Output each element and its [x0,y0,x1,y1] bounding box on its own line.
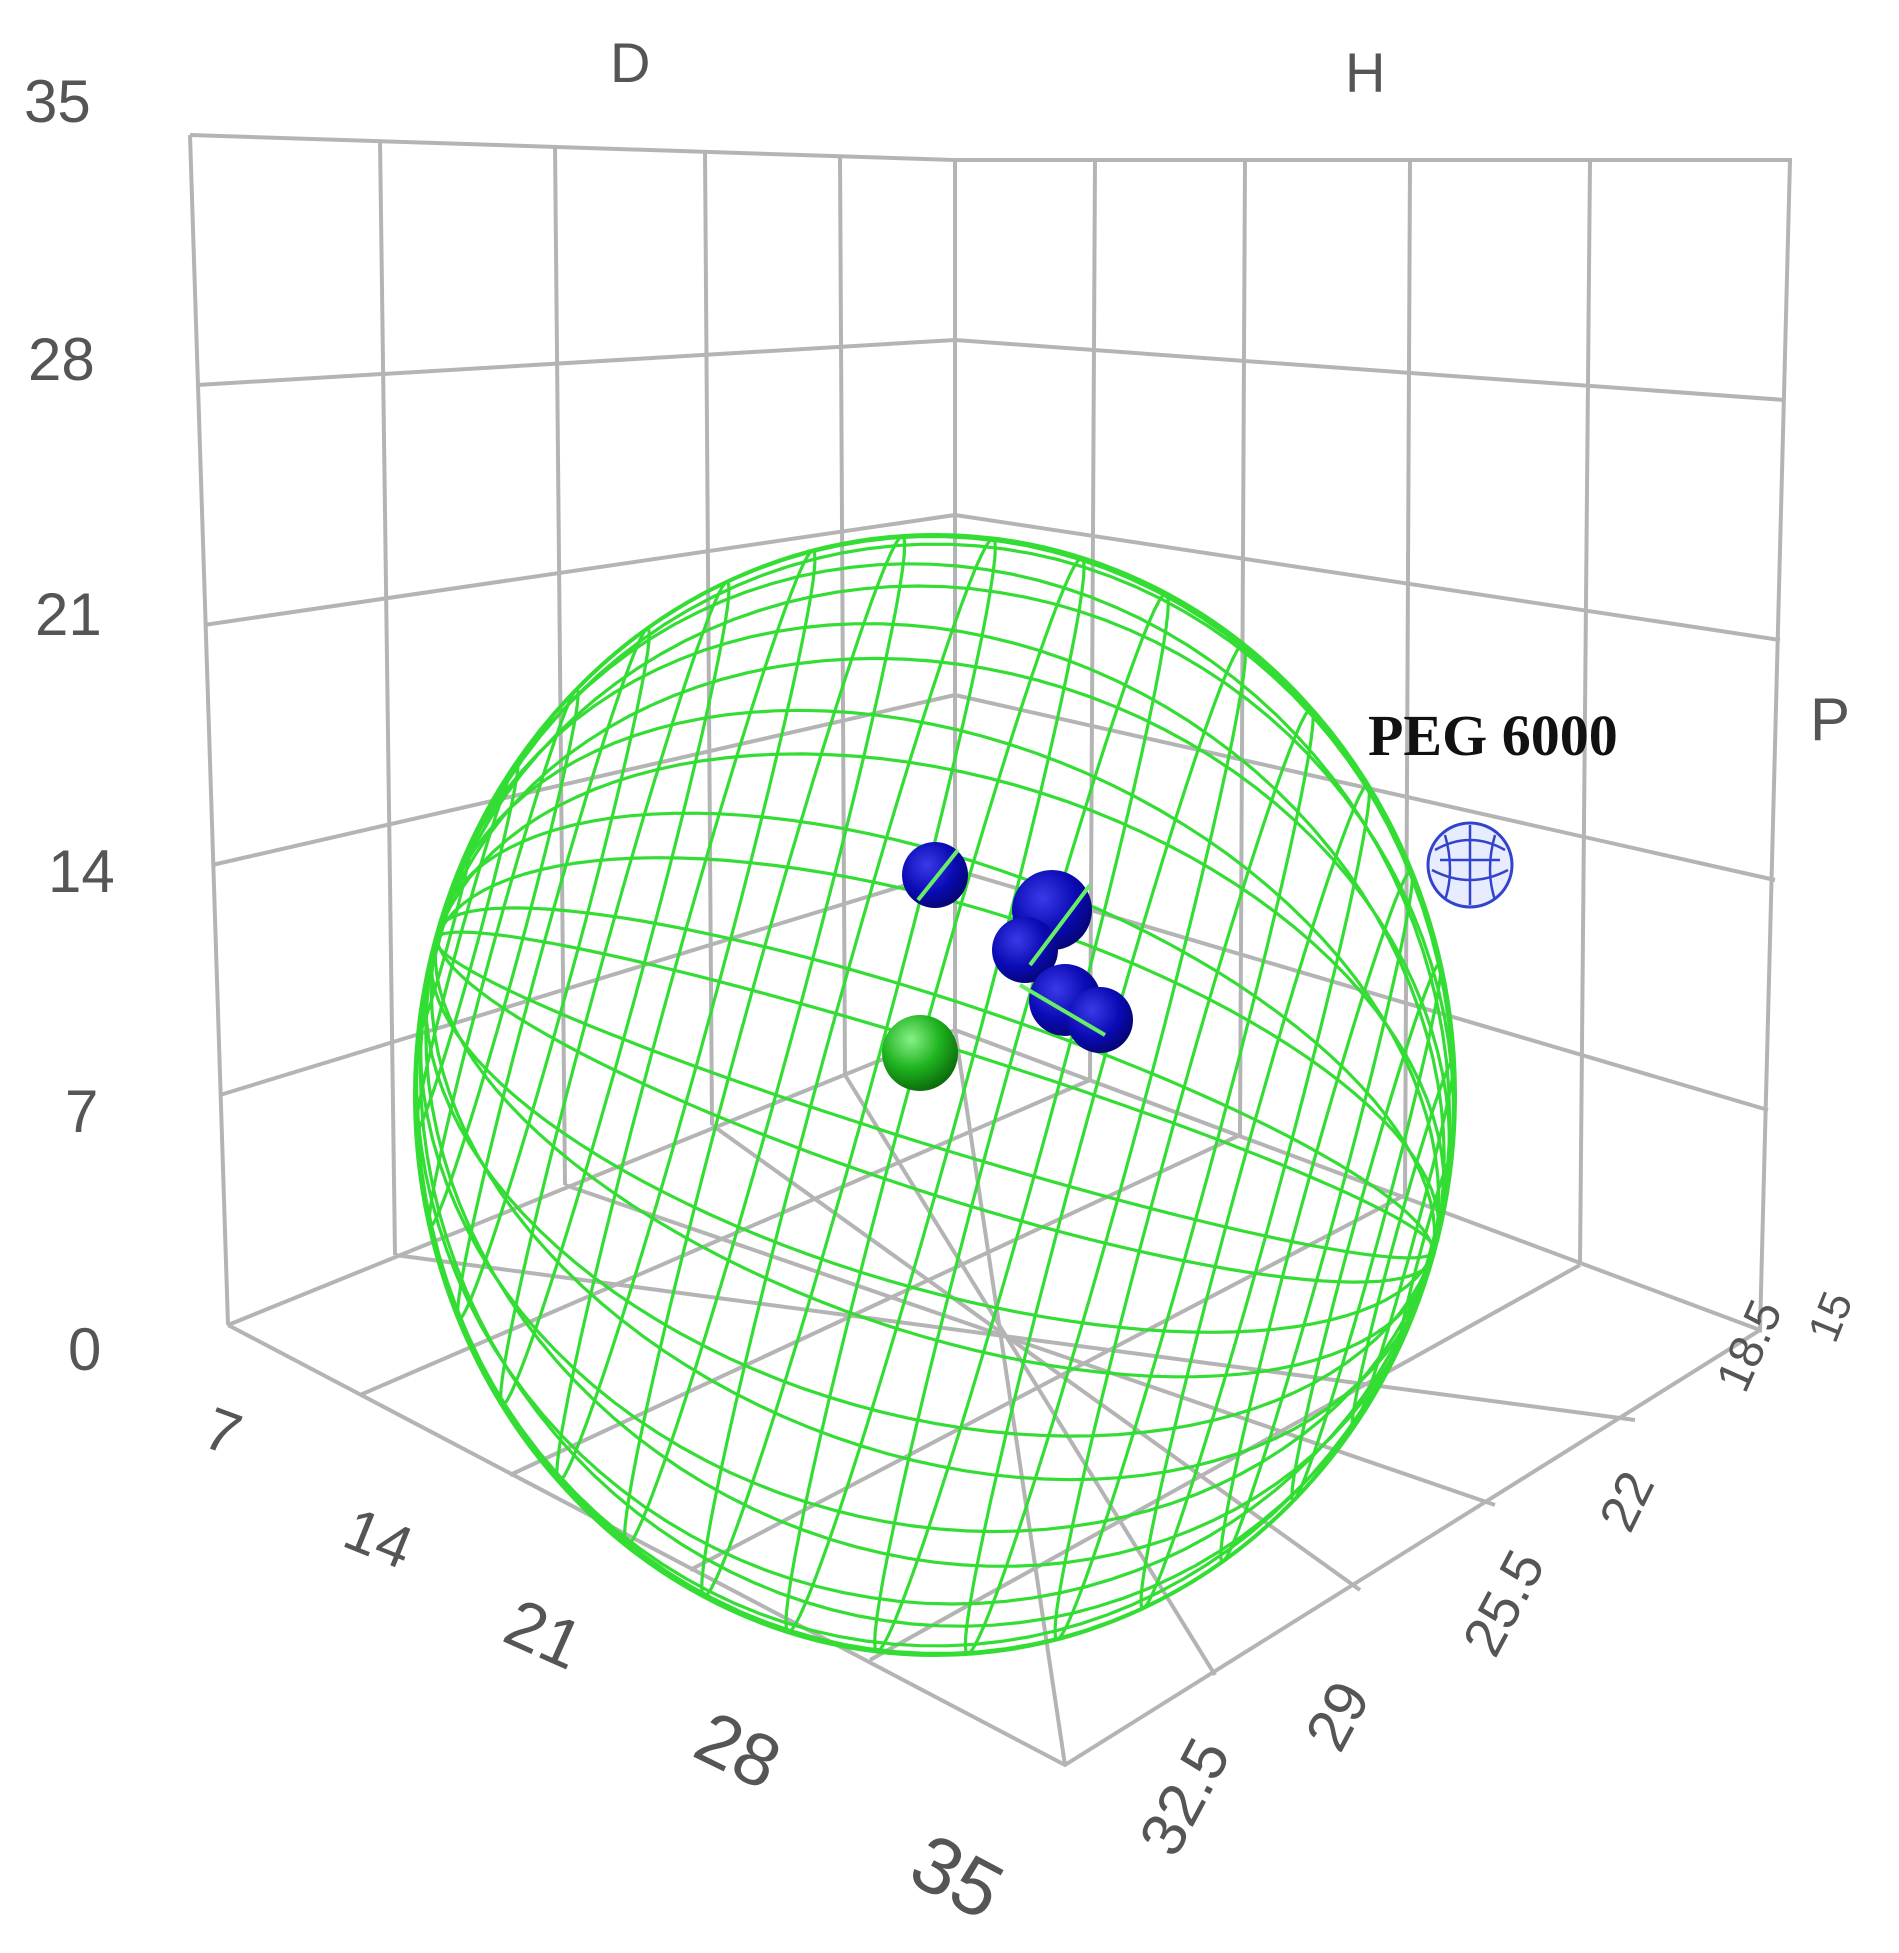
grid-floor [869,1263,1581,1662]
grid-v-right [1088,159,1097,1081]
sphere-meridian-line [435,562,1452,1254]
grid-floor [843,1073,1217,1677]
tick-right: 22 [1589,1463,1666,1540]
data-point-center [882,1015,958,1091]
grid-floor-edge [227,1323,1762,1768]
grid-floor [710,1123,1362,1592]
grid-v-right [1403,159,1412,1196]
sphere-meridian-line [435,752,1446,1254]
sphere-meridian-line [433,936,1435,1260]
grid-floor [359,1078,1091,1397]
grid-v-left [703,149,714,1126]
axis-label-p: P [1810,686,1850,753]
sphere-outline [413,533,1457,1657]
sphere-meridian-line [418,936,1435,1534]
tick-left: 21 [494,1584,594,1684]
data-point-blue [992,917,1058,983]
grid-v-left [838,154,847,1076]
sphere-latitude-line [963,642,1248,1656]
tick-vertical: 21 [35,581,102,648]
tick-vertical: 7 [65,1078,98,1145]
sphere-latitude-line [873,591,1170,1654]
tick-left: 28 [683,1695,793,1806]
axis-label-h: H [1345,41,1385,104]
sphere-meridian-line [433,936,1435,1379]
tick-vertical: 35 [24,68,91,135]
sphere-meridian-line [435,708,1441,1254]
tick-left: 35 [897,1816,1017,1936]
sphere-meridian-line [418,936,1435,1628]
tick-vertical: 0 [68,1316,101,1383]
sphere-meridian-line [435,856,1441,1254]
tick-right: 25.5 [1450,1540,1557,1666]
right-axis-ticks: 32.5 29 25.5 22 18.5 15 [1126,1285,1862,1867]
sphere-meridian-line [435,936,1435,1284]
grid-h-left [196,338,956,387]
tick-vertical: 28 [28,326,95,393]
sphere-latitude-line [622,534,907,1548]
axis-label-d: D [610,31,650,94]
grid-floor [564,1183,1496,1507]
grid-h-right [954,338,1786,402]
tick-right: 15 [1799,1285,1863,1349]
vertical-axis-ticks: 35 28 21 14 7 0 [24,68,115,1383]
grid [188,133,1793,1768]
tick-left: 14 [335,1495,422,1582]
grid-left-wall-left-edge [188,134,230,1326]
sphere-meridian-line [429,936,1435,1482]
data-points [882,821,1514,1091]
sphere-meridian-line [424,936,1435,1438]
grid-floor [689,1193,1406,1572]
tick-vertical: 14 [48,838,115,905]
tick-right: 32.5 [1126,1728,1244,1867]
sphere-meridian-line [435,584,1456,1254]
sphere-meridian-line [435,811,1437,1254]
tick-left: 7 [196,1394,250,1468]
sphere-meridian-line [424,936,1435,1568]
grid-right-wall-edge [954,158,1793,1333]
grid-v-left [553,144,567,1186]
grid-h-left [203,513,956,627]
annotation-peg-6000: PEG 6000 [1368,703,1618,768]
solubility-sphere [413,533,1457,1657]
point-crosshair [916,848,1107,1037]
sphere-meridian-line [435,656,1452,1254]
sphere-latitude-line [784,555,1086,1635]
tick-right: 29 [1292,1671,1382,1761]
grid-v-right [1578,159,1592,1266]
data-point-peg-6000 [1426,821,1514,909]
sphere-meridian-line [435,906,1435,1254]
tick-right: 18.5 [1707,1293,1793,1400]
sphere-meridian-line [435,930,1437,1254]
data-point-blue [1067,987,1133,1053]
sphere-meridian-line [414,936,1435,1606]
grid-v-left [378,139,397,1256]
grid-h-left [219,868,956,1097]
